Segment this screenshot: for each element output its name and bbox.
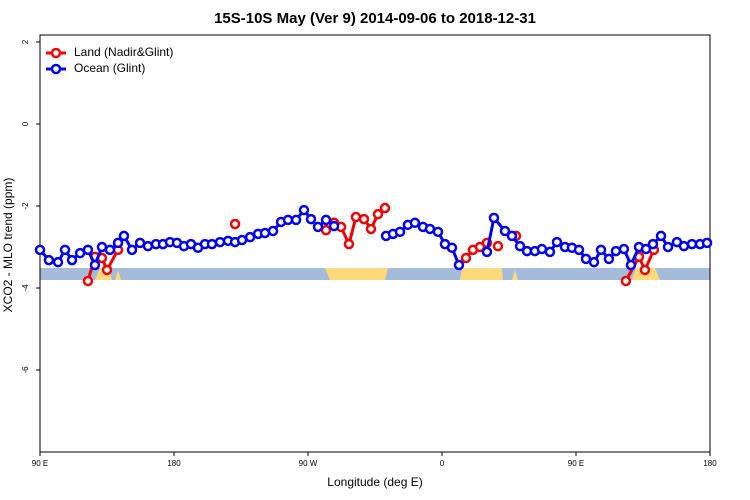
data-point bbox=[394, 226, 406, 238]
y-tick-label: -4 bbox=[21, 284, 30, 292]
data-point bbox=[358, 213, 370, 225]
x-tick-label: 0 bbox=[440, 459, 445, 468]
data-point bbox=[620, 275, 632, 287]
chart-title: 15S-10S May (Ver 9) 2014-09-06 to 2018-1… bbox=[214, 10, 536, 27]
x-tick-label: 90 W bbox=[299, 459, 318, 468]
data-point bbox=[343, 238, 355, 250]
x-tick-label: 90 E bbox=[32, 459, 48, 468]
data-point bbox=[365, 223, 377, 235]
land-band bbox=[115, 270, 121, 280]
data-point bbox=[409, 217, 421, 229]
data-point bbox=[206, 238, 218, 250]
data-point bbox=[142, 240, 154, 252]
data-point bbox=[640, 243, 652, 255]
data-point bbox=[320, 224, 332, 236]
data-point bbox=[320, 214, 332, 226]
data-point bbox=[229, 218, 241, 230]
data-point bbox=[350, 211, 362, 223]
data-point bbox=[453, 259, 465, 271]
data-point bbox=[647, 238, 659, 250]
y-tick-label: 0 bbox=[21, 121, 30, 126]
data-point bbox=[259, 227, 271, 239]
x-tick-label: 90 E bbox=[568, 459, 584, 468]
data-point bbox=[551, 236, 563, 248]
y-tick-label: -6 bbox=[21, 366, 30, 374]
data-point bbox=[43, 254, 55, 266]
data-point bbox=[328, 220, 340, 232]
data-point bbox=[595, 244, 607, 256]
data-point bbox=[34, 244, 46, 256]
data-point bbox=[432, 226, 444, 238]
data-point bbox=[267, 225, 279, 237]
data-point bbox=[544, 246, 556, 258]
data-point bbox=[446, 242, 458, 254]
data-point bbox=[492, 240, 504, 252]
data-point bbox=[126, 244, 138, 256]
data-point bbox=[662, 241, 674, 253]
data-point bbox=[460, 252, 472, 264]
data-point bbox=[89, 259, 101, 271]
data-point bbox=[678, 240, 690, 252]
data-point bbox=[112, 237, 124, 249]
land-band bbox=[460, 268, 503, 280]
data-point bbox=[290, 214, 302, 226]
data-point bbox=[639, 264, 651, 276]
data-point bbox=[298, 204, 310, 216]
legend-marker bbox=[50, 63, 62, 75]
data-point bbox=[618, 243, 630, 255]
data-point bbox=[214, 236, 226, 248]
data-point bbox=[312, 221, 324, 233]
data-point bbox=[379, 202, 391, 214]
x-tick-label: 180 bbox=[703, 459, 717, 468]
land-ocean-band bbox=[40, 268, 710, 280]
data-point bbox=[481, 246, 493, 258]
data-point bbox=[588, 256, 600, 268]
data-point bbox=[701, 237, 713, 249]
land-band bbox=[325, 268, 388, 280]
data-point bbox=[655, 230, 667, 242]
data-point bbox=[66, 254, 78, 266]
data-point bbox=[506, 230, 518, 242]
y-tick-label: 2 bbox=[21, 39, 30, 44]
data-point bbox=[610, 245, 622, 257]
data-point bbox=[104, 244, 116, 256]
data-point bbox=[372, 208, 384, 220]
data-point bbox=[573, 244, 585, 256]
data-point bbox=[244, 231, 256, 243]
data-point bbox=[82, 275, 94, 287]
data-point bbox=[52, 256, 64, 268]
data-point bbox=[118, 230, 130, 242]
data-point bbox=[305, 213, 317, 225]
data-point bbox=[499, 225, 511, 237]
data-point bbox=[580, 253, 592, 265]
land-band bbox=[512, 270, 518, 280]
x-axis-label: Longitude (deg E) bbox=[327, 475, 422, 489]
data-point bbox=[101, 264, 113, 276]
legend-label: Ocean (Glint) bbox=[74, 61, 145, 75]
data-point bbox=[514, 240, 526, 252]
legend-marker bbox=[50, 47, 62, 59]
x-tick-label: 180 bbox=[167, 459, 181, 468]
data-point bbox=[625, 259, 637, 271]
legend-label: Land (Nadir&Glint) bbox=[74, 45, 173, 59]
y-axis-label: XCO2 - MLO trend (ppm) bbox=[1, 178, 15, 313]
data-point bbox=[488, 212, 500, 224]
y-tick-label: -2 bbox=[21, 202, 30, 210]
data-point bbox=[603, 253, 615, 265]
data-point bbox=[82, 244, 94, 256]
data-point bbox=[59, 244, 71, 256]
